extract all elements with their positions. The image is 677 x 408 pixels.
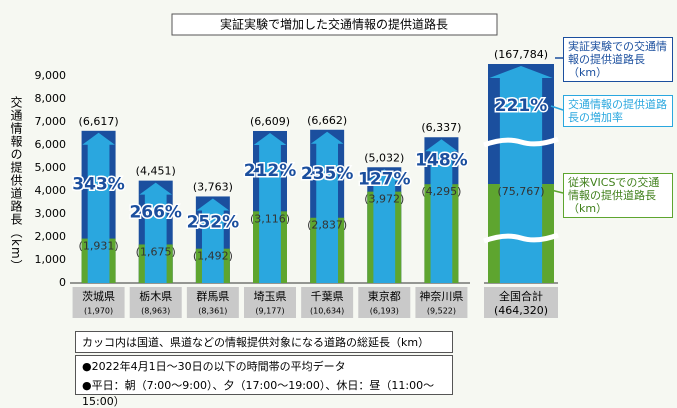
value-label: (5,032) (364, 151, 404, 164)
category-box (484, 287, 558, 318)
rate-label: 127% (358, 169, 411, 189)
y-tick-label: 9,000 (35, 69, 67, 82)
x-tick-label: 群馬県 (196, 289, 229, 303)
title-box (171, 13, 498, 36)
y-tick-label: 0 (59, 276, 66, 289)
value-label: (6,662) (307, 114, 347, 127)
legend-blue: 実証実験での交通情報の提供道路長（km） (563, 37, 673, 82)
category-road-length: (8,361) (198, 307, 227, 316)
value-label: (3,116) (250, 212, 290, 225)
arrow (489, 66, 553, 283)
value-label: (1,675) (136, 245, 176, 258)
rate-label: 266% (129, 203, 182, 223)
x-tick-label: 全国合計 (499, 289, 543, 303)
category-box (415, 287, 468, 318)
value-label: (75,767) (497, 185, 544, 198)
y-tick-label: 2,000 (35, 230, 67, 243)
legend-green: 従来VICSでの交通情報の提供道路長（km） (563, 173, 673, 218)
x-tick-label: 埼玉県 (254, 289, 287, 303)
arrow (367, 169, 401, 283)
y-tick-label: 8,000 (35, 92, 67, 105)
category-box (72, 287, 125, 318)
category-box (244, 287, 296, 318)
x-tick-label: 栃木県 (139, 289, 172, 303)
y-tick-label: 6,000 (35, 138, 67, 151)
x-tick-label: 千葉県 (311, 289, 344, 303)
y-tick-label: 3,000 (35, 207, 67, 220)
value-label: (6,617) (79, 115, 119, 128)
arrow (425, 139, 458, 283)
chart-title: 実証実験で増加した交通情報の提供道路長 (220, 17, 448, 32)
value-label: (1,931) (79, 240, 119, 253)
value-label: (6,609) (250, 115, 290, 128)
category-road-length: (9,177) (255, 307, 284, 316)
category-road-length: (10,634) (310, 307, 344, 316)
rate-label: 212% (244, 161, 297, 181)
y-axis-title: 交通情報の提供道路長（km） (9, 96, 23, 273)
category-box (129, 287, 182, 318)
y-tick-label: 7,000 (35, 115, 67, 128)
y-tick-label: 5,000 (35, 161, 67, 174)
arrow (139, 182, 173, 283)
x-tick-label: 神奈川県 (419, 289, 463, 303)
rate-label: 148% (415, 151, 468, 171)
rate-label: 221% (495, 96, 548, 116)
value-label: (3,972) (364, 193, 404, 206)
y-tick-label: 4,000 (35, 184, 67, 197)
value-label: (4,295) (421, 185, 461, 198)
category-box (301, 287, 354, 318)
note: カッコ内は国道、県道などの情報提供対象になる道路の総延長（km） (75, 331, 453, 353)
leader-line (550, 105, 564, 111)
value-label: (2,837) (307, 219, 347, 232)
y-tick-label: 1,000 (35, 253, 67, 266)
rate-label: 252% (187, 213, 240, 233)
value-label: (1,492) (193, 250, 233, 263)
arrow (82, 132, 115, 283)
category-box (358, 287, 411, 318)
axis-break (483, 232, 559, 244)
axis-break (483, 136, 559, 148)
category-road-length: (6,193) (370, 307, 399, 316)
note: ●2022年4月1日～30日の以下の時間帯の平均データ (75, 355, 453, 375)
note: ●平日：朝（7:00～9:00）、夕（17:00～19:00）、休日：昼（11:… (75, 375, 453, 408)
x-tick-label: 茨城県 (82, 289, 115, 303)
legend-rate: 交通情報の提供道路長の増加率 (563, 95, 673, 127)
value-label: (6,337) (421, 121, 461, 134)
leader-line (550, 189, 564, 194)
value-label: (167,784) (494, 48, 548, 61)
arrow (310, 131, 344, 283)
arrow (253, 132, 287, 283)
rate-label: 343% (72, 175, 125, 195)
category-road-length: (1,970) (84, 307, 113, 316)
category-box (186, 287, 239, 318)
arrow (196, 198, 230, 283)
x-tick-label: 東京都 (368, 289, 401, 303)
category-road-length: (464,320) (494, 304, 548, 317)
category-road-length: (8,963) (141, 307, 170, 316)
category-road-length: (9,522) (427, 307, 456, 316)
value-label: (3,763) (193, 180, 233, 193)
rate-label: 235% (301, 164, 354, 184)
value-label: (4,451) (136, 165, 176, 178)
